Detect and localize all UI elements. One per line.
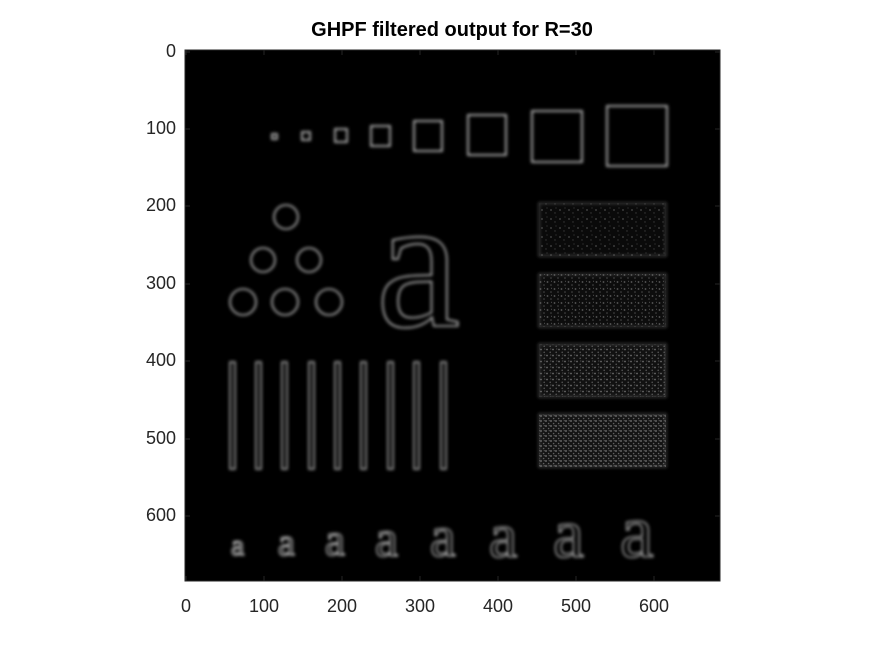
y-tick-label: 600 bbox=[145, 505, 176, 525]
x-tick-label: 200 bbox=[326, 596, 358, 616]
y-tick-label: 300 bbox=[145, 273, 176, 293]
y-tick-label: 0 bbox=[165, 41, 176, 61]
x-tick-label: 400 bbox=[482, 596, 514, 616]
svg-text:a: a bbox=[430, 504, 456, 569]
y-tick-label: 200 bbox=[145, 195, 176, 215]
squares-row bbox=[271, 105, 668, 167]
y-tick-label: 400 bbox=[145, 350, 176, 370]
circles-triangle bbox=[229, 204, 343, 316]
svg-text:a: a bbox=[620, 490, 654, 574]
axes-frame bbox=[184, 49, 721, 582]
svg-text:a: a bbox=[553, 496, 584, 573]
svg-text:a: a bbox=[489, 500, 517, 571]
y-tick-label: 500 bbox=[145, 428, 176, 448]
svg-text:a: a bbox=[325, 515, 345, 565]
svg-text:a: a bbox=[278, 522, 295, 564]
x-tick-label: 500 bbox=[560, 596, 592, 616]
svg-text:a: a bbox=[231, 529, 244, 562]
x-axis-ticks bbox=[185, 50, 655, 581]
x-tick-label: 0 bbox=[180, 596, 191, 616]
x-tick-label: 100 bbox=[248, 596, 280, 616]
filtered-image-content: a bbox=[229, 105, 668, 575]
x-tick-label: 600 bbox=[638, 596, 670, 616]
noise-rectangles bbox=[538, 202, 667, 468]
vertical-bars bbox=[229, 361, 447, 470]
figure-title: GHPF filtered output for R=30 bbox=[311, 19, 593, 41]
y-tick-label: 100 bbox=[145, 118, 176, 138]
x-tick-label: 300 bbox=[404, 596, 436, 616]
svg-text:a: a bbox=[375, 511, 398, 568]
y-axis-ticks bbox=[185, 51, 720, 517]
large-letter-outline: a bbox=[376, 158, 460, 368]
small-letters-row: a a a a a a a a bbox=[230, 489, 654, 574]
